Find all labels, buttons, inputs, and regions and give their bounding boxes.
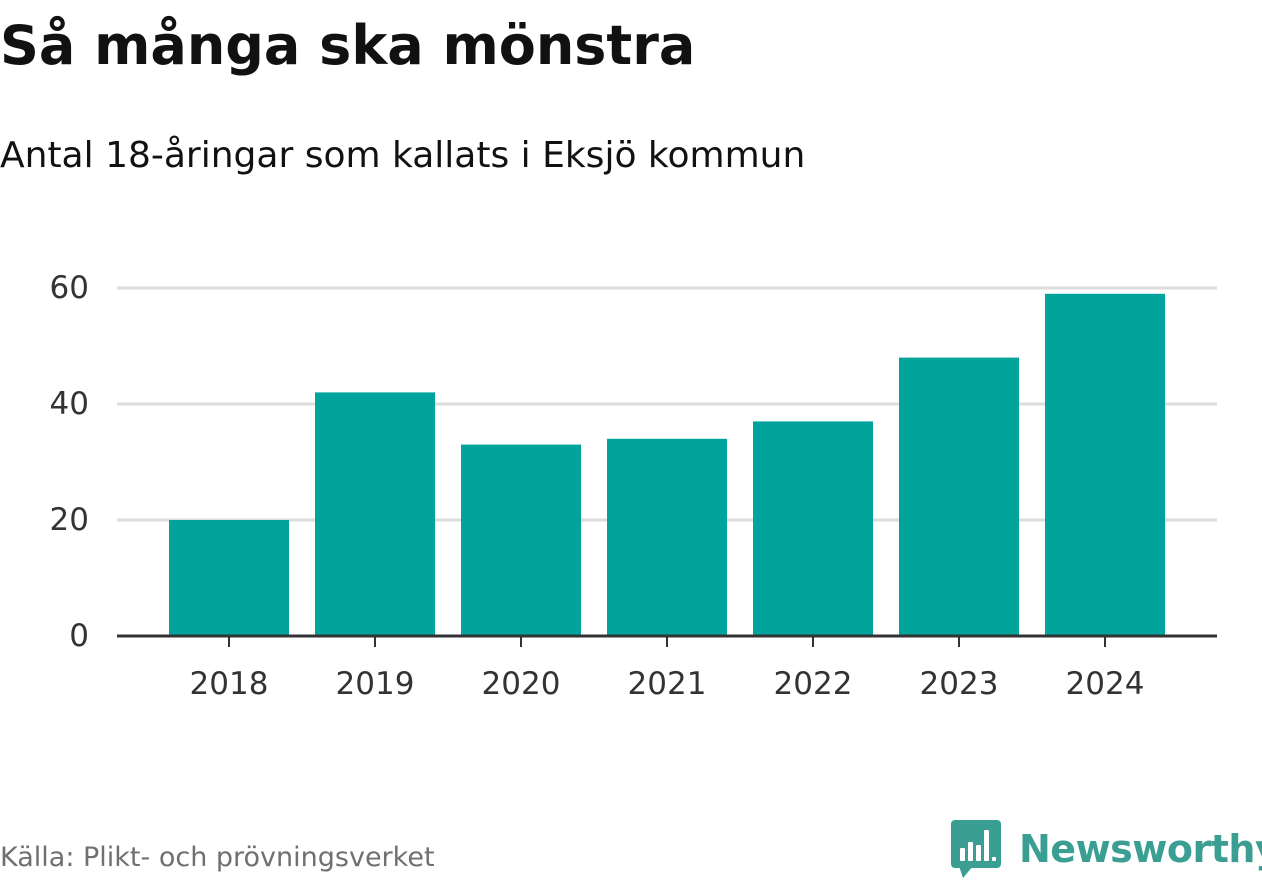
- x-tick-label: 2023: [920, 666, 999, 702]
- chart-title: Så många ska mönstra: [0, 14, 696, 77]
- bar-2024: [1045, 293, 1165, 636]
- y-tick-label: 20: [50, 502, 89, 538]
- x-tick-label: 2022: [774, 666, 853, 702]
- bar-2022: [753, 421, 873, 636]
- bar-2018: [169, 520, 289, 636]
- y-tick-label: 60: [50, 270, 89, 306]
- x-tick-label: 2018: [190, 666, 269, 702]
- x-tick-label: 2019: [336, 666, 415, 702]
- bar-2021: [607, 438, 727, 636]
- newsworthy-logo-icon: [951, 820, 1001, 878]
- y-axis-ticks: 0 20 40 60: [50, 270, 89, 654]
- x-tick-label: 2020: [482, 666, 561, 702]
- y-tick-label: 40: [50, 386, 89, 422]
- x-axis-ticks: 2018 2019 2020 2021 2022 2023 2024: [190, 636, 1145, 702]
- x-tick-label: 2021: [628, 666, 707, 702]
- bar-2019: [315, 392, 435, 636]
- bar-2020: [461, 444, 581, 636]
- bar-2023: [899, 357, 1019, 636]
- brand-name: Newsworthy: [1019, 827, 1262, 871]
- brand-logo: Newsworthy: [951, 818, 1262, 880]
- bars: [169, 293, 1165, 636]
- chart-subtitle: Antal 18-åringar som kallats i Eksjö kom…: [0, 135, 806, 176]
- source-note: Källa: Plikt- och prövningsverket: [0, 842, 435, 873]
- x-tick-label: 2024: [1066, 666, 1145, 702]
- y-tick-label: 0: [69, 618, 89, 654]
